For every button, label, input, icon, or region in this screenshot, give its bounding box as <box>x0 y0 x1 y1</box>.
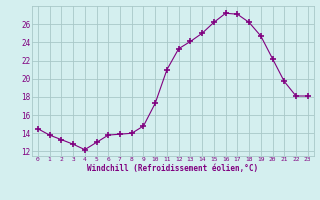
X-axis label: Windchill (Refroidissement éolien,°C): Windchill (Refroidissement éolien,°C) <box>87 164 258 173</box>
